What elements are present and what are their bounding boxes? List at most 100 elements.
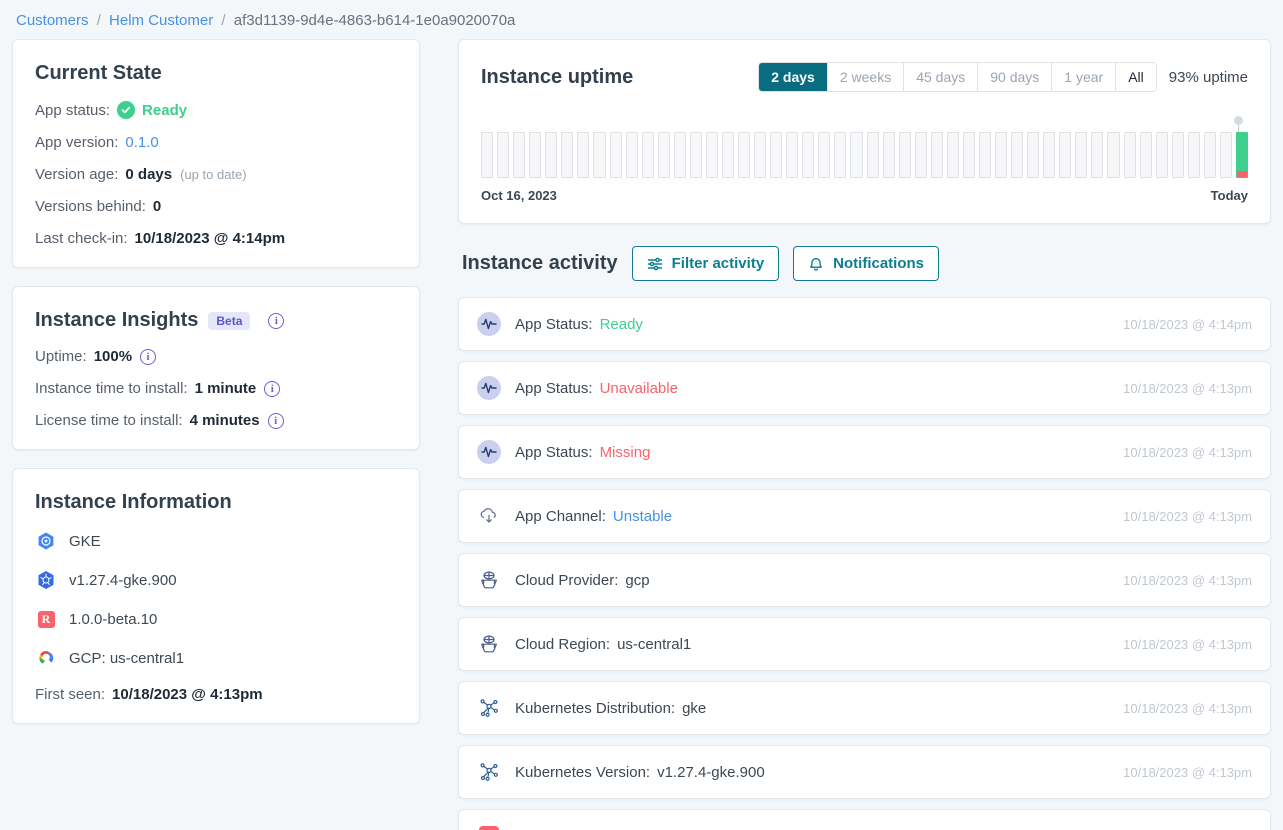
- replicated-icon: R: [477, 824, 501, 830]
- uptime-bar[interactable]: [641, 132, 654, 178]
- gke-icon: [35, 530, 57, 552]
- activity-row-value[interactable]: Unstable: [612, 507, 673, 525]
- uptime-bar[interactable]: [882, 132, 895, 178]
- check-circle-icon: [117, 101, 136, 119]
- uptime-bar[interactable]: [529, 132, 542, 178]
- notifications-button[interactable]: Notifications: [793, 246, 940, 281]
- uptime-bar[interactable]: [946, 132, 959, 178]
- uptime-bar[interactable]: [513, 132, 526, 178]
- insights-uptime-row: Uptime: 100% i: [35, 348, 397, 365]
- uptime-bar[interactable]: [930, 132, 943, 178]
- uptime-bar[interactable]: [834, 132, 847, 178]
- uptime-bar[interactable]: [1107, 132, 1120, 178]
- uptime-bar[interactable]: [995, 132, 1008, 178]
- gcp-icon: [35, 647, 57, 669]
- range-button-1-year[interactable]: 1 year: [1052, 63, 1117, 91]
- activity-row[interactable]: R Replicated SDK Version: 1.0.0-beta.10 10/…: [458, 809, 1271, 830]
- activity-row-value: Missing: [599, 443, 651, 461]
- uptime-bar[interactable]: [850, 132, 863, 178]
- versions-behind-row: Versions behind: 0: [35, 198, 397, 215]
- uptime-bar[interactable]: [1187, 132, 1200, 178]
- uptime-bar[interactable]: [609, 132, 622, 178]
- info-icon[interactable]: i: [268, 312, 285, 329]
- first-seen-label: First seen:: [35, 686, 106, 703]
- uptime-bar[interactable]: [1091, 132, 1104, 178]
- uptime-range-selector[interactable]: 2 days 2 weeks 45 days 90 days 1 year Al…: [758, 62, 1157, 92]
- uptime-bar[interactable]: [673, 132, 686, 178]
- uptime-bars[interactable]: [481, 132, 1248, 178]
- uptime-bar[interactable]: [689, 132, 702, 178]
- activity-row-timestamp: 10/18/2023 @ 4:14pm: [1123, 316, 1252, 332]
- version-age-label: Version age:: [35, 166, 119, 183]
- filter-activity-button[interactable]: Filter activity: [631, 246, 780, 281]
- activity-row-label: App Status:: [515, 443, 593, 461]
- uptime-bar[interactable]: [577, 132, 590, 178]
- uptime-bar[interactable]: [914, 132, 927, 178]
- uptime-bar[interactable]: [1203, 132, 1216, 178]
- uptime-bar[interactable]: [978, 132, 991, 178]
- activity-row[interactable]: Cloud Region: us-central1 10/18/2023 @ 4:1…: [458, 617, 1271, 671]
- uptime-bar[interactable]: [705, 132, 718, 178]
- uptime-bar[interactable]: [1043, 132, 1056, 178]
- uptime-bar[interactable]: [770, 132, 783, 178]
- instance-insights-title: Instance Insights: [35, 309, 199, 331]
- range-button-90-days[interactable]: 90 days: [978, 63, 1053, 91]
- uptime-bar[interactable]: [721, 132, 734, 178]
- uptime-bar[interactable]: [754, 132, 767, 178]
- range-button-all[interactable]: All: [1116, 63, 1156, 91]
- uptime-bar[interactable]: [1075, 132, 1088, 178]
- notifications-label: Notifications: [833, 255, 925, 272]
- uptime-bar[interactable]: [481, 132, 494, 178]
- instance-info-row-replicated-sdk: R 1.0.0-beta.10: [35, 608, 397, 630]
- activity-row-timestamp: 10/18/2023 @ 4:13pm: [1123, 508, 1252, 524]
- uptime-bar[interactable]: [1155, 132, 1168, 178]
- uptime-bar[interactable]: [1123, 132, 1136, 178]
- activity-row[interactable]: Kubernetes Distribution: gke 10/18/2023 @ …: [458, 681, 1271, 735]
- uptime-bar[interactable]: [818, 132, 831, 178]
- activity-row[interactable]: App Status: Unavailable 10/18/2023 @ 4:13p…: [458, 361, 1271, 415]
- uptime-bar[interactable]: [1027, 132, 1040, 178]
- uptime-bar[interactable]: [561, 132, 574, 178]
- uptime-bar[interactable]: [866, 132, 879, 178]
- filter-icon: [647, 256, 663, 272]
- uptime-bar[interactable]: [898, 132, 911, 178]
- uptime-bar[interactable]: [657, 132, 670, 178]
- network-icon: [477, 696, 501, 720]
- uptime-bar[interactable]: [497, 132, 510, 178]
- uptime-bar[interactable]: [802, 132, 815, 178]
- uptime-bar[interactable]: [1139, 132, 1152, 178]
- activity-row[interactable]: Kubernetes Version: v1.27.4-gke.900 10/18/…: [458, 745, 1271, 799]
- activity-row[interactable]: Cloud Provider: gcp 10/18/2023 @ 4:13pm: [458, 553, 1271, 607]
- uptime-bar[interactable]: [545, 132, 558, 178]
- info-icon[interactable]: i: [264, 380, 281, 397]
- instance-info-row-gke: GKE: [35, 530, 397, 552]
- uptime-bar[interactable]: [593, 132, 606, 178]
- breadcrumb-item-helm-customer[interactable]: Helm Customer: [109, 12, 214, 29]
- app-version-row: App version: 0.1.0: [35, 134, 397, 151]
- uptime-bar[interactable]: [1219, 132, 1232, 178]
- uptime-bar[interactable]: [1059, 132, 1072, 178]
- uptime-bar[interactable]: [738, 132, 751, 178]
- uptime-bar[interactable]: [962, 132, 975, 178]
- breadcrumb: Customers / Helm Customer / af3d1139-9d4…: [0, 0, 1283, 39]
- breadcrumb-item-customers[interactable]: Customers: [16, 12, 89, 29]
- uptime-end-label: Today: [1210, 188, 1248, 203]
- uptime-bar[interactable]: [1171, 132, 1184, 178]
- cloud-download-icon: [480, 508, 496, 523]
- activity-row[interactable]: App Status: Ready 10/18/2023 @ 4:14pm: [458, 297, 1271, 351]
- activity-row[interactable]: App Status: Missing 10/18/2023 @ 4:13pm: [458, 425, 1271, 479]
- info-icon[interactable]: i: [140, 348, 157, 365]
- range-button-2-weeks[interactable]: 2 weeks: [827, 63, 905, 91]
- uptime-bar[interactable]: [786, 132, 799, 178]
- activity-row[interactable]: App Channel: Unstable 10/18/2023 @ 4:13pm: [458, 489, 1271, 543]
- uptime-bar[interactable]: [1011, 132, 1024, 178]
- range-button-2-days[interactable]: 2 days: [759, 63, 828, 91]
- version-age-note: (up to date): [180, 167, 247, 182]
- uptime-bar[interactable]: [1235, 132, 1248, 178]
- beta-badge: Beta: [208, 311, 251, 330]
- range-button-45-days[interactable]: 45 days: [904, 63, 979, 91]
- uptime-bar[interactable]: [625, 132, 638, 178]
- app-version-value[interactable]: 0.1.0: [125, 134, 159, 151]
- info-icon[interactable]: i: [267, 412, 284, 429]
- instance-info-label: GCP: us-central1: [69, 649, 185, 667]
